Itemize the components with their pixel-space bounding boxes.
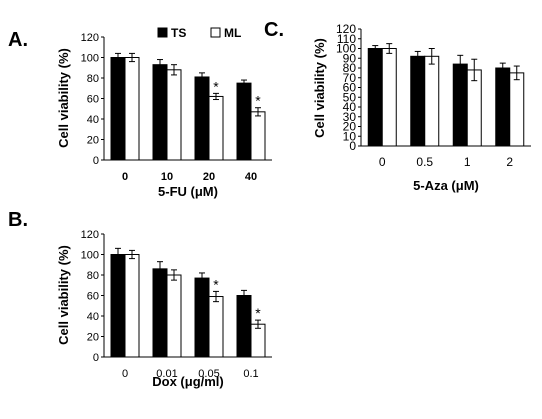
- bar-ML-20: [208, 95, 224, 161]
- significance-marker: *: [255, 93, 261, 109]
- x-axis-label: 5-FU (μM): [158, 184, 218, 199]
- bar-TS-0: [110, 254, 126, 358]
- y-tick-label: 20: [87, 332, 99, 344]
- bar-TS-20: [194, 76, 210, 161]
- y-tick-label: 0: [93, 155, 99, 167]
- y-tick-label: 80: [87, 73, 99, 85]
- y-tick-label: 120: [81, 229, 99, 241]
- y-axis-label: Cell viability (%): [312, 38, 327, 138]
- y-tick-label: 0: [93, 352, 99, 364]
- y-tick-label: 110: [337, 32, 356, 46]
- x-tick-label: 40: [245, 171, 257, 183]
- y-tick-label: 10: [343, 129, 357, 143]
- panel-label: A.: [8, 29, 28, 51]
- bar-TS-0.01: [152, 268, 168, 358]
- x-tick-label: 20: [203, 171, 215, 183]
- legend-swatch-ML: [210, 27, 221, 38]
- bar-ML-0.5: [424, 55, 440, 147]
- y-tick-label: 20: [343, 120, 357, 134]
- bar-TS-0.05: [194, 277, 210, 358]
- y-axis-label: Cell viability (%): [56, 48, 71, 148]
- x-axis-label: 5-Aza (μM): [413, 178, 479, 193]
- y-tick-label: 70: [343, 71, 357, 85]
- bar-ML-0: [124, 57, 140, 161]
- y-tick-label: 80: [343, 61, 357, 75]
- y-tick-label: 100: [336, 42, 356, 56]
- bar-TS-1: [452, 63, 468, 147]
- y-tick-label: 40: [87, 311, 99, 323]
- x-tick-label: 0.01: [156, 368, 177, 380]
- panel-label: B.: [8, 209, 28, 231]
- y-tick-label: 80: [87, 270, 99, 282]
- bar-ML-0.01: [166, 274, 182, 358]
- y-tick-label: 30: [343, 110, 357, 124]
- bar-TS-0: [367, 48, 383, 147]
- x-tick-label: 0.5: [416, 155, 433, 169]
- panel-label: C.: [264, 19, 284, 41]
- y-tick-label: 100: [81, 250, 99, 262]
- chart-panel-1: A. 0 20 40 60 80 100 120 0 10 * 20 * 40 5-FU (μM) Cell …: [8, 26, 272, 199]
- x-tick-label: 0.1: [243, 368, 258, 380]
- significance-marker: *: [213, 78, 219, 94]
- x-tick-label: 0: [122, 368, 128, 380]
- y-tick-label: 40: [343, 100, 357, 114]
- chart-panel-2: B. 0 20 40 60 80 100 120 0 0.01 * 0.05 * 0.1 Dox (μg/m…: [8, 209, 272, 389]
- bar-ML-2: [509, 72, 525, 147]
- x-tick-label: 0: [122, 171, 128, 183]
- y-tick-label: 120: [336, 22, 356, 36]
- bar-TS-2: [495, 67, 511, 147]
- y-tick-label: 60: [87, 291, 99, 303]
- bar-TS-0.5: [410, 55, 426, 147]
- y-tick-label: 60: [343, 81, 357, 95]
- bar-ML-40: [250, 111, 266, 161]
- legend-label-ML: ML: [224, 26, 241, 40]
- y-tick-label: 20: [87, 135, 99, 147]
- bar-TS-40: [236, 82, 252, 161]
- legend-swatch-TS: [157, 27, 168, 38]
- y-tick-label: 100: [81, 53, 99, 65]
- x-tick-label: 2: [506, 155, 513, 169]
- x-tick-label: 10: [161, 171, 173, 183]
- significance-marker: *: [255, 305, 261, 321]
- x-tick-label: 1: [464, 155, 471, 169]
- legend-label-TS: TS: [171, 26, 186, 40]
- bar-TS-0.1: [236, 295, 252, 358]
- bar-ML-0: [124, 254, 140, 358]
- x-tick-label: 0.05: [198, 368, 219, 380]
- y-tick-label: 40: [87, 114, 99, 126]
- bar-TS-10: [152, 64, 168, 161]
- bar-ML-0.1: [250, 323, 266, 358]
- y-tick-label: 0: [349, 139, 356, 153]
- x-axis-label: Dox (μg/ml): [152, 374, 224, 389]
- y-tick-label: 50: [343, 90, 357, 104]
- y-axis-label: Cell viability (%): [56, 245, 71, 345]
- bar-ML-0: [381, 48, 397, 147]
- bar-ML-1: [466, 69, 482, 147]
- bar-ML-0.05: [208, 296, 224, 358]
- bar-ML-10: [166, 69, 182, 161]
- significance-marker: *: [213, 276, 219, 292]
- y-tick-label: 90: [343, 51, 357, 65]
- y-tick-label: 120: [81, 32, 99, 44]
- x-tick-label: 0: [379, 155, 386, 169]
- y-tick-label: 60: [87, 94, 99, 106]
- bar-TS-0: [110, 57, 126, 161]
